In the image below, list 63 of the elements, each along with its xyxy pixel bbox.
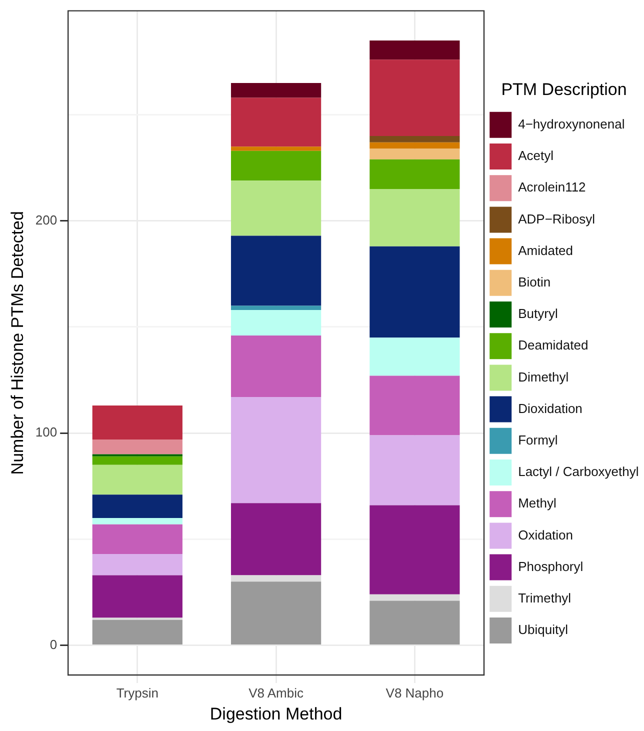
bar: [230, 310, 322, 336]
bar: [92, 464, 182, 495]
bar: [92, 554, 182, 576]
legend-label: Deamidated: [518, 338, 588, 353]
bar: [230, 306, 322, 310]
bar: [230, 575, 322, 582]
bar: [370, 40, 460, 60]
bar: [92, 494, 182, 518]
legend-label: ADP−Ribosyl: [518, 211, 596, 226]
bar: [230, 146, 322, 151]
bar: [92, 575, 182, 618]
legend-label: Acetyl: [518, 148, 554, 164]
bar: [92, 524, 182, 554]
bar: [370, 435, 460, 506]
bar: [230, 397, 322, 504]
bar: [230, 236, 322, 306]
y-tick-label: 0: [50, 636, 58, 652]
bar: [92, 439, 182, 454]
legend-label: Ubiquityl: [518, 622, 568, 638]
bar: [370, 142, 460, 149]
bar: [370, 338, 460, 376]
legend-label: Dimethyl: [518, 369, 569, 384]
bar: [92, 406, 182, 440]
bar: [92, 456, 182, 465]
bar: [370, 505, 460, 594]
legend-label: Oxidation: [518, 527, 574, 542]
legend-label: Dioxidation: [518, 400, 582, 416]
bar: [230, 335, 322, 398]
legend-label: Phosphoryl: [518, 558, 584, 574]
y-tick-label: 200: [35, 212, 58, 228]
legend-label: Lactyl / Carboxyethyl: [518, 464, 639, 480]
legend-label: Formyl: [518, 432, 558, 448]
x-tick-label: Trypsin: [116, 685, 158, 700]
y-tick-label: 100: [35, 424, 58, 440]
bar: [370, 148, 460, 160]
bar: [230, 503, 322, 576]
legend-title: PTM Description: [501, 80, 627, 100]
x-tick-label: V8 Ambic: [248, 685, 304, 700]
y-axis-title: Number of Histone PTMs Detected: [8, 211, 27, 475]
bar: [370, 246, 460, 338]
x-axis-title: Digestion Method: [210, 704, 342, 724]
legend-label: Methyl: [518, 496, 556, 511]
legend-label: Butyryl: [518, 306, 558, 322]
bar: [92, 518, 182, 524]
legend-label: Biotin: [518, 274, 551, 290]
bar: [370, 600, 460, 645]
bar: [370, 60, 460, 136]
bar: [230, 98, 322, 147]
bar: [230, 150, 322, 181]
legend-label: Trimethyl: [518, 590, 572, 606]
x-tick-label: V8 Napho: [386, 685, 444, 700]
legend-label: 4−hydroxynonenal: [518, 116, 625, 132]
bar: [370, 136, 460, 142]
bar: [370, 189, 460, 246]
bar: [230, 582, 322, 645]
bar: [370, 594, 460, 601]
bar: [230, 82, 322, 98]
bar: [92, 620, 182, 645]
bar: [230, 180, 322, 236]
legend-label: Amidated: [518, 242, 574, 258]
bar: [370, 159, 460, 190]
bar: [370, 376, 460, 436]
legend-label: Acrolein112: [518, 180, 586, 195]
